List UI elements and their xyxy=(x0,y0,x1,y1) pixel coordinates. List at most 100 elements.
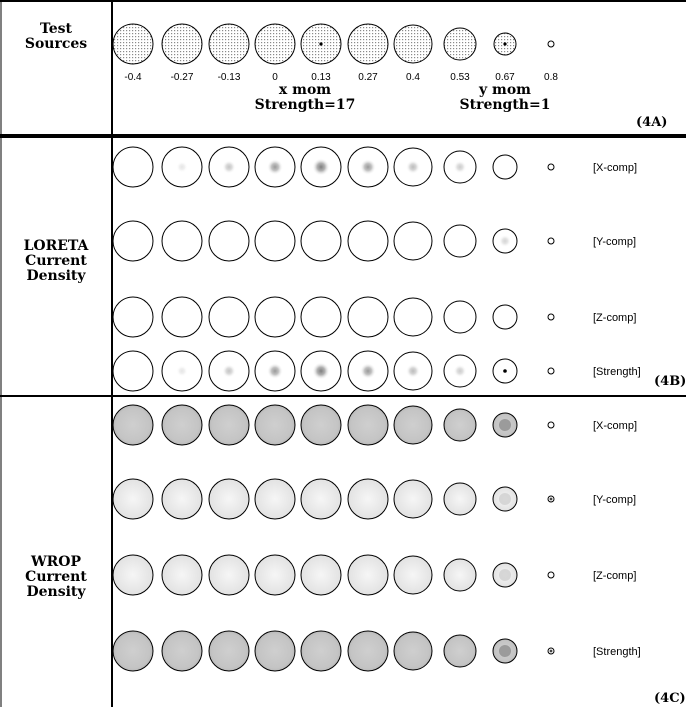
wrop-cell xyxy=(347,404,389,446)
wrop-cell xyxy=(393,479,433,519)
wrop-cell xyxy=(208,478,250,520)
x-mom-strength: Strength=17 xyxy=(255,97,356,113)
x-mom-label: x mom xyxy=(279,82,331,98)
loreta-cell xyxy=(112,146,154,188)
loreta-cell xyxy=(208,350,250,392)
tag-4a: (4A) xyxy=(636,115,667,130)
loreta-cell xyxy=(208,220,250,262)
loreta-cell xyxy=(161,350,203,392)
loreta-cell xyxy=(443,354,477,388)
loreta-row-label: [Strength] xyxy=(593,366,641,378)
wrop-cell xyxy=(443,634,477,668)
wrop-row-label: [Z-comp] xyxy=(593,570,636,582)
wrop-cell xyxy=(300,478,342,520)
wrop-cell xyxy=(112,630,154,672)
test-source-circle xyxy=(493,32,517,56)
wrop-row-label: [Y-comp] xyxy=(593,494,636,506)
loreta-cell xyxy=(254,220,296,262)
loreta-row-label: [Y-comp] xyxy=(593,236,636,248)
test-source-circle xyxy=(254,23,296,65)
loreta-cell xyxy=(492,154,518,180)
wrop-cell xyxy=(254,630,296,672)
loreta-cell xyxy=(492,304,518,330)
loreta-cell xyxy=(547,237,555,245)
position-tick-label: 0.67 xyxy=(495,72,515,83)
position-tick-label: 0.4 xyxy=(406,72,420,83)
wrop-cell xyxy=(112,478,154,520)
test-sources-label: Test Sources xyxy=(0,22,112,52)
label-line: Current xyxy=(25,569,87,585)
wrop-cell xyxy=(547,421,555,429)
loreta-cell xyxy=(393,297,433,337)
wrop-cell xyxy=(547,571,555,579)
loreta-cell xyxy=(208,146,250,188)
test-source-circle xyxy=(300,23,342,65)
loreta-cell xyxy=(254,350,296,392)
loreta-cell xyxy=(443,150,477,184)
test-source-circle xyxy=(208,23,250,65)
wrop-row-label: [Strength] xyxy=(593,646,641,658)
loreta-cell xyxy=(112,220,154,262)
label-line: Density xyxy=(26,268,86,284)
loreta-rows: [X-comp] [Y-comp] [Z-comp] [Strength] xyxy=(112,146,641,392)
position-tick-label: -0.27 xyxy=(171,72,194,83)
loreta-cell xyxy=(393,221,433,261)
test-source-circle xyxy=(347,23,389,65)
loreta-cell xyxy=(300,146,342,188)
test-source-circle xyxy=(112,23,154,65)
label-line: Density xyxy=(26,584,86,600)
test-sources-row: -0.4 -0.27 -0.13 0 0.13 0.27 0.4 0.53 0.67 0.8 xyxy=(112,23,558,83)
loreta-cell xyxy=(492,358,518,384)
loreta-cell xyxy=(112,350,154,392)
wrop-cell xyxy=(254,404,296,446)
wrop-rows: [X-comp] [Y-comp] [Z-comp] [Strength] xyxy=(112,404,641,672)
label-line: Current xyxy=(25,253,87,269)
loreta-cell xyxy=(393,351,433,391)
wrop-row-label: [X-comp] xyxy=(593,420,637,432)
wrop-cell xyxy=(300,630,342,672)
loreta-row-label: [X-comp] xyxy=(593,162,637,174)
loreta-label: LORETA Current Density xyxy=(0,239,112,284)
wrop-cell xyxy=(492,486,518,512)
test-source-circle xyxy=(547,40,555,48)
loreta-cell xyxy=(547,313,555,321)
wrop-cell xyxy=(161,404,203,446)
wrop-cell xyxy=(208,404,250,446)
wrop-cell xyxy=(161,478,203,520)
test-source-circle xyxy=(443,27,477,61)
wrop-cell xyxy=(393,555,433,595)
position-tick-label: 0.13 xyxy=(311,72,331,83)
position-tick-label: 0.27 xyxy=(358,72,378,83)
tag-4b: (4B) xyxy=(654,374,686,389)
loreta-cell xyxy=(492,228,518,254)
loreta-cell xyxy=(112,296,154,338)
wrop-cell xyxy=(347,630,389,672)
wrop-cell xyxy=(393,405,433,445)
y-mom-strength: Strength=1 xyxy=(460,97,551,113)
wrop-cell xyxy=(208,554,250,596)
tag-4c: (4C) xyxy=(654,691,686,706)
wrop-cell xyxy=(161,554,203,596)
loreta-row-label: [Z-comp] xyxy=(593,312,636,324)
wrop-cell xyxy=(492,412,518,438)
loreta-cell xyxy=(347,350,389,392)
wrop-cell xyxy=(161,630,203,672)
loreta-cell xyxy=(161,146,203,188)
wrop-cell xyxy=(112,554,154,596)
wrop-label: WROP Current Density xyxy=(0,555,112,600)
wrop-cell xyxy=(300,554,342,596)
wrop-cell xyxy=(547,647,555,655)
wrop-cell xyxy=(347,554,389,596)
wrop-cell xyxy=(254,478,296,520)
loreta-cell xyxy=(547,367,555,375)
wrop-cell xyxy=(443,408,477,442)
position-tick-label: -0.4 xyxy=(124,72,142,83)
wrop-cell xyxy=(300,404,342,446)
wrop-cell xyxy=(492,638,518,664)
loreta-cell xyxy=(161,220,203,262)
label-line: Test xyxy=(39,21,73,37)
label-line: WROP xyxy=(30,554,82,570)
